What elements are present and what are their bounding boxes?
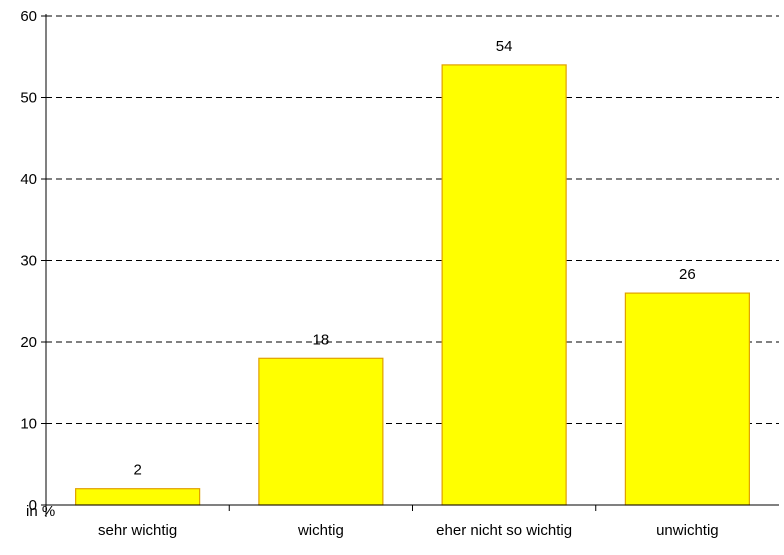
unit-label: in %: [26, 503, 55, 520]
y-tick-label: 40: [20, 171, 37, 188]
bar: [624, 292, 750, 506]
y-tick-label: 30: [20, 253, 37, 270]
x-tick-label: unwichtig: [656, 522, 719, 539]
x-tick-label: wichtig: [297, 522, 344, 539]
y-tick-label: 60: [20, 8, 37, 25]
y-tick-label: 20: [20, 334, 37, 351]
y-tick-label: 50: [20, 90, 37, 107]
bar-value-label: 18: [313, 331, 330, 348]
bar: [441, 64, 567, 506]
bar: [258, 357, 384, 506]
labels: 0 10 20 30 40 50 60 2 18 54 26 sehr wichtig wichtig e…: [20, 8, 718, 539]
x-tick-label: sehr wichtig: [98, 522, 177, 539]
axes: [41, 14, 779, 517]
bar-value-label: 54: [496, 38, 513, 55]
y-tick-label: 0: [29, 497, 37, 514]
x-tick-label: eher nicht so wichtig: [436, 522, 572, 539]
bars: [75, 64, 750, 506]
bar: [75, 488, 201, 506]
bar-value-label: 26: [679, 266, 696, 283]
y-tick-label: 10: [20, 416, 37, 433]
bar-value-label: 2: [133, 462, 141, 479]
